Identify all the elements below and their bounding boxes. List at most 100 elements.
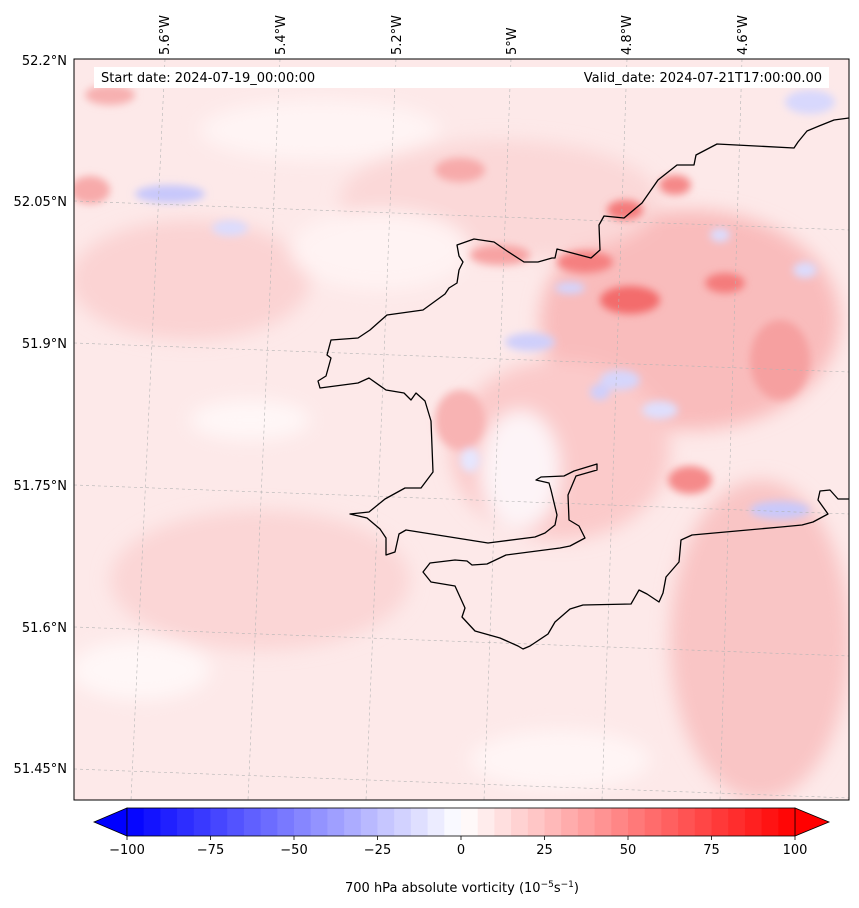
- field-patch-neutral: [290, 210, 470, 290]
- colorbar-segment: [678, 808, 696, 836]
- colorbar-label: 700 hPa absolute vorticity (10−5s−1): [345, 880, 579, 896]
- positive-max: [470, 245, 530, 265]
- colorbar-segment: [160, 808, 178, 836]
- colorbar-segment: [227, 808, 245, 836]
- vorticity-features: [74, 85, 835, 519]
- colorbar-tick-label: 50: [620, 843, 637, 858]
- colorbar-segment: [210, 808, 228, 836]
- negative-min: [710, 228, 730, 242]
- negative-min: [642, 401, 678, 419]
- negative-min: [793, 262, 817, 278]
- negative-min: [505, 333, 555, 351]
- negative-min: [590, 384, 610, 400]
- start-date-label: Start date: 2024-07-19_00:00:00: [101, 71, 315, 86]
- colorbar-segment: [427, 808, 445, 836]
- lat-tick-label: 52.05°N: [14, 195, 67, 210]
- colorbar-segment: [294, 808, 312, 836]
- lat-tick-label: 51.6°N: [22, 621, 67, 636]
- colorbar-segment: [527, 808, 545, 836]
- lon-tick-label: 4.6°W: [736, 15, 751, 55]
- colorbar-label-exp1: −5: [541, 880, 554, 890]
- colorbar-segment: [461, 808, 479, 836]
- meridian-line: [130, 59, 166, 800]
- colorbar-segment: [744, 808, 762, 836]
- vorticity-field: [74, 100, 849, 800]
- colorbar-segment: [260, 808, 278, 836]
- colorbar-extend-min: [92, 807, 128, 837]
- positive-max: [74, 176, 110, 204]
- colorbar-segment: [561, 808, 579, 836]
- field-patch-neutral: [200, 100, 440, 160]
- colorbar-segments: [127, 808, 796, 836]
- positive-max: [668, 466, 712, 494]
- colorbar-label-mid: s: [554, 881, 561, 896]
- date-annotation-box: [94, 67, 829, 88]
- lon-tick-label: 5°W: [505, 27, 520, 55]
- positive-max: [607, 200, 643, 220]
- colorbar-segment: [594, 808, 612, 836]
- colorbar-segment: [243, 808, 261, 836]
- negative-min: [750, 501, 810, 519]
- positive-max: [557, 251, 613, 273]
- negative-min: [460, 448, 480, 472]
- colorbar-segment: [143, 808, 161, 836]
- lon-tick-label: 5.6°W: [158, 15, 173, 55]
- field-patch-positive: [670, 480, 849, 800]
- colorbar-segment: [377, 808, 395, 836]
- colorbar-segment: [127, 808, 145, 836]
- colorbar-segment: [711, 808, 729, 836]
- lon-tick-label: 5.2°W: [390, 15, 405, 55]
- colorbar-segment: [394, 808, 412, 836]
- colorbar-segment: [177, 808, 195, 836]
- valid-date-label: Valid_date: 2024-07-21T17:00:00.00: [584, 71, 822, 86]
- graticule: [74, 59, 849, 800]
- field-patch-positive: [110, 510, 410, 650]
- positive-max: [435, 390, 485, 450]
- colorbar-segment: [327, 808, 345, 836]
- colorbar-segment: [628, 808, 646, 836]
- lon-tick-label: 4.8°W: [620, 15, 635, 55]
- colorbar-tick-label: 25: [536, 843, 553, 858]
- latitude-labels: 52.2°N 52.05°N 51.9°N 51.75°N 51.6°N 51.…: [14, 54, 67, 777]
- colorbar-ticks: −100 −75 −50 −25 0 25 50 75 100: [109, 836, 807, 858]
- colorbar-label-main: 700 hPa absolute vorticity (10: [345, 881, 541, 896]
- colorbar-segment: [661, 808, 679, 836]
- field-patch-neutral: [470, 730, 650, 790]
- colorbar-extend-max: [794, 807, 831, 837]
- colorbar-segment: [694, 808, 712, 836]
- map-frame: [73, 58, 850, 801]
- colorbar-segment: [728, 808, 746, 836]
- colorbar-segment: [511, 808, 529, 836]
- negative-min: [555, 282, 585, 294]
- field-patch-neutral: [74, 640, 210, 700]
- positive-max: [659, 175, 691, 195]
- colorbar-segment: [410, 808, 428, 836]
- lon-tick-label: 5.4°W: [274, 15, 289, 55]
- meridian-line: [247, 59, 281, 800]
- colorbar-segment: [444, 808, 462, 836]
- negative-min: [785, 90, 835, 114]
- colorbar-label-end: ): [574, 881, 579, 896]
- lat-tick-label: 51.9°N: [22, 337, 67, 352]
- colorbar-segment: [310, 808, 328, 836]
- positive-max: [85, 85, 135, 105]
- colorbar-segment: [477, 808, 495, 836]
- coastline: [317, 117, 849, 650]
- lat-tick-label: 51.75°N: [14, 479, 67, 494]
- longitude-labels: 5.6°W 5.4°W 5.2°W 5°W 4.8°W 4.6°W: [158, 15, 751, 55]
- colorbar-segment: [644, 808, 662, 836]
- field-patch-neutral: [190, 400, 310, 440]
- colorbar-tick-label: 75: [703, 843, 720, 858]
- colorbar-segment: [494, 808, 512, 836]
- positive-max: [750, 320, 810, 400]
- colorbar-tick-label: −50: [280, 843, 307, 858]
- field-patch-positive: [74, 220, 310, 340]
- positive-max: [705, 273, 745, 293]
- colorbar-tick-label: 100: [783, 843, 808, 858]
- field-patch-neutral: [480, 410, 560, 530]
- colorbar-segment: [761, 808, 779, 836]
- map-plot-area: [74, 59, 849, 800]
- colorbar-segment: [277, 808, 295, 836]
- colorbar-segment: [778, 808, 796, 836]
